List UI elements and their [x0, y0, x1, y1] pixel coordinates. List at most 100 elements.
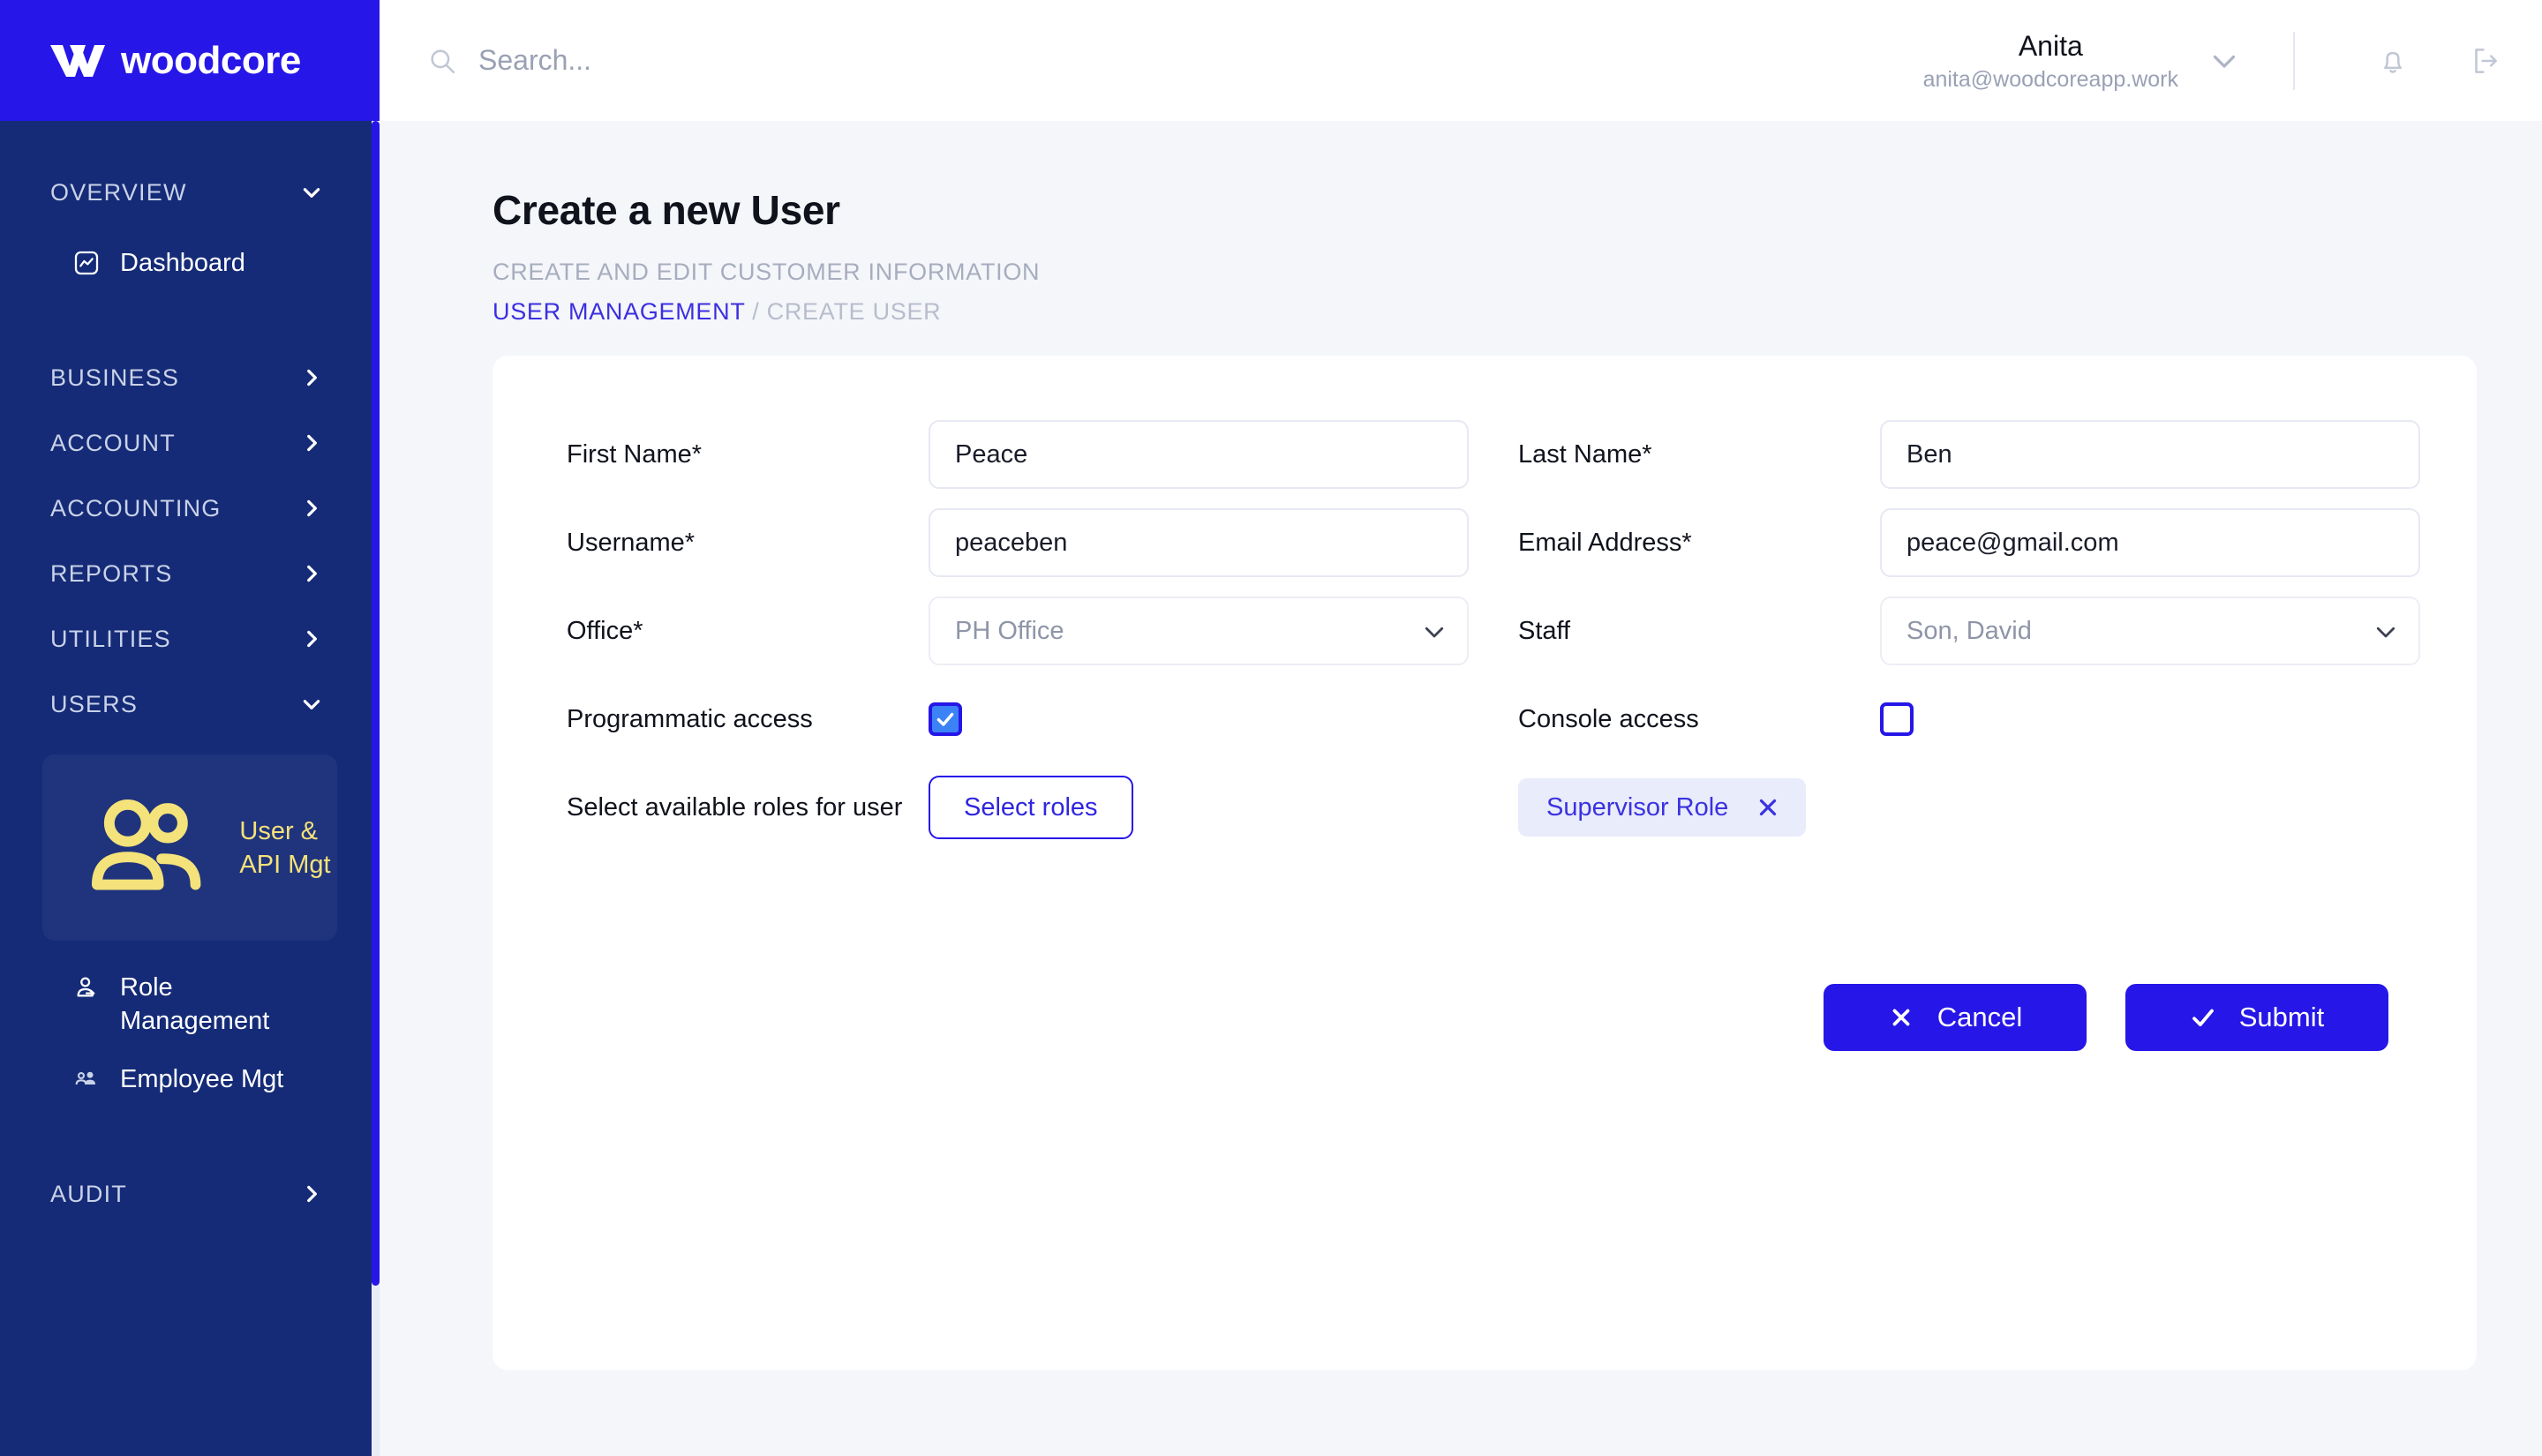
chevron-down-icon[interactable] — [1421, 619, 1448, 645]
sidebar-group-label: OVERVIEW — [50, 178, 187, 206]
sidebar-item-employee-mgt[interactable]: Employee Mgt — [0, 1062, 380, 1117]
check-icon — [2192, 1009, 2214, 1026]
sidebar-group-reports[interactable]: REPORTS — [0, 543, 380, 604]
sidebar-item-label: Employee Mgt — [120, 1065, 284, 1094]
bell-icon[interactable] — [2376, 44, 2410, 78]
breadcrumb: USER MANAGEMENT / CREATE USER — [493, 298, 2477, 326]
sidebar-group-account[interactable]: ACCOUNT — [0, 412, 380, 474]
form-grid: First Name* Last Name* Username* — [517, 410, 2420, 852]
programmatic-access-checkbox[interactable] — [929, 702, 962, 736]
office-select[interactable]: PH Office — [929, 597, 1469, 665]
staff-select[interactable]: Son, David — [1880, 597, 2420, 665]
close-icon[interactable] — [1755, 794, 1781, 821]
sidebar-group-label: ACCOUNTING — [50, 494, 222, 522]
user-name: Anita — [2018, 29, 2083, 62]
role-chip-label: Supervisor Role — [1546, 792, 1729, 822]
cancel-button[interactable]: Cancel — [1824, 984, 2087, 1051]
user-role-icon — [77, 977, 95, 997]
top-divider — [2293, 31, 2295, 90]
search-input[interactable] — [478, 44, 1043, 77]
field-last-name: Last Name* — [1469, 410, 2420, 499]
field-label: First Name* — [567, 439, 703, 469]
last-name-input[interactable] — [1880, 420, 2420, 489]
sidebar-item-role-management[interactable]: Role Management — [0, 971, 380, 1038]
employees-icon — [75, 1072, 95, 1085]
sidebar-item-dashboard[interactable]: Dashboard — [0, 246, 380, 301]
submit-button[interactable]: Submit — [2125, 984, 2388, 1051]
console-access-checkbox[interactable] — [1880, 702, 1914, 736]
sidebar-item-label: User & API Mgt — [239, 816, 331, 879]
field-programmatic-access: Programmatic access — [517, 675, 1469, 763]
brand-name: woodcore — [121, 38, 301, 82]
field-username: Username* — [517, 499, 1469, 587]
breadcrumb-current: CREATE USER — [766, 298, 942, 325]
sidebar: woodcore OVERVIEW Dashboard BUS — [0, 0, 380, 1456]
page-subtitle: CREATE AND EDIT CUSTOMER INFORMATION — [493, 259, 1041, 285]
sidebar-group-users[interactable]: USERS — [0, 673, 380, 735]
field-office: Office* PH Office — [517, 587, 1469, 675]
field-label: Console access — [1518, 704, 1699, 733]
field-staff: Staff Son, David — [1469, 587, 2420, 675]
sidebar-group-accounting[interactable]: ACCOUNTING — [0, 477, 380, 539]
brand-logo[interactable]: woodcore — [0, 0, 380, 121]
chevron-right-icon — [307, 630, 317, 648]
field-label: Email Address* — [1518, 528, 1692, 557]
chevron-right-icon — [307, 565, 317, 582]
sidebar-scrollbar-thumb[interactable] — [372, 121, 380, 1286]
page-title: Create a new User — [493, 187, 840, 233]
sidebar-item-label: Dashboard — [120, 249, 245, 277]
field-label: Last Name* — [1518, 439, 1652, 469]
sidebar-group-utilities[interactable]: UTILITIES — [0, 608, 380, 670]
sidebar-nav: OVERVIEW Dashboard BUSINESS — [0, 121, 380, 1225]
sidebar-item-label: Role Management — [120, 973, 270, 1036]
global-search[interactable] — [380, 44, 1923, 77]
main-area: Anita anita@woodcoreapp.work Create a n — [380, 0, 2542, 1456]
chevron-right-icon — [307, 1186, 317, 1203]
sidebar-group-audit[interactable]: AUDIT — [0, 1163, 380, 1225]
chevron-right-icon — [307, 499, 317, 517]
chevron-down-icon — [303, 188, 320, 198]
first-name-input[interactable] — [929, 420, 1469, 489]
sidebar-group-label: USERS — [50, 690, 139, 717]
top-bar: Anita anita@woodcoreapp.work — [380, 0, 2542, 121]
sidebar-group-label: UTILITIES — [50, 625, 171, 652]
selected-roles-area: Supervisor Role — [1469, 763, 2420, 852]
field-label: Username* — [567, 528, 696, 557]
field-label: Office* — [567, 616, 643, 645]
field-select-roles: Select available roles for user Select r… — [517, 763, 1469, 852]
field-console-access: Console access — [1469, 675, 2420, 763]
chevron-down-icon[interactable] — [2208, 45, 2240, 77]
sidebar-item-user-api-mgt[interactable]: User & API Mgt — [42, 754, 337, 942]
field-first-name: First Name* — [517, 410, 1469, 499]
chart-square-icon — [74, 251, 99, 275]
user-email: anita@woodcoreapp.work — [1922, 66, 2178, 92]
chevron-down-icon — [303, 700, 320, 709]
chevron-right-icon — [307, 434, 317, 452]
user-menu[interactable]: Anita anita@woodcoreapp.work — [1923, 27, 2501, 94]
breadcrumb-separator: / — [752, 298, 760, 325]
field-label: Staff — [1518, 616, 1571, 645]
submit-button-label: Submit — [2238, 1002, 2325, 1032]
users-group-icon — [91, 799, 201, 890]
select-roles-button[interactable]: Select roles — [929, 776, 1133, 839]
logout-icon[interactable] — [2468, 44, 2501, 78]
breadcrumb-link-user-management[interactable]: USER MANAGEMENT — [493, 298, 746, 325]
sidebar-group-business[interactable]: BUSINESS — [0, 347, 380, 409]
user-identity: Anita anita@woodcoreapp.work — [1923, 27, 2178, 94]
email-input[interactable] — [1880, 508, 2420, 577]
close-icon — [1892, 1009, 1910, 1026]
form-actions: Cancel Submit — [517, 984, 2420, 1051]
chevron-down-icon[interactable] — [2373, 619, 2399, 645]
sidebar-group-label: BUSINESS — [50, 364, 180, 391]
sidebar-group-label: ACCOUNT — [50, 429, 176, 456]
page-content: Create a new User CREATE AND EDIT CUSTOM… — [380, 121, 2542, 1456]
sidebar-group-overview[interactable]: OVERVIEW — [0, 161, 380, 223]
sidebar-group-label: AUDIT — [50, 1180, 127, 1207]
cancel-button-label: Cancel — [1937, 1002, 2023, 1032]
check-icon — [936, 712, 954, 726]
chevron-right-icon — [307, 369, 317, 387]
role-chip-supervisor: Supervisor Role — [1518, 778, 1807, 837]
username-input[interactable] — [929, 508, 1469, 577]
field-label: Programmatic access — [567, 704, 813, 733]
